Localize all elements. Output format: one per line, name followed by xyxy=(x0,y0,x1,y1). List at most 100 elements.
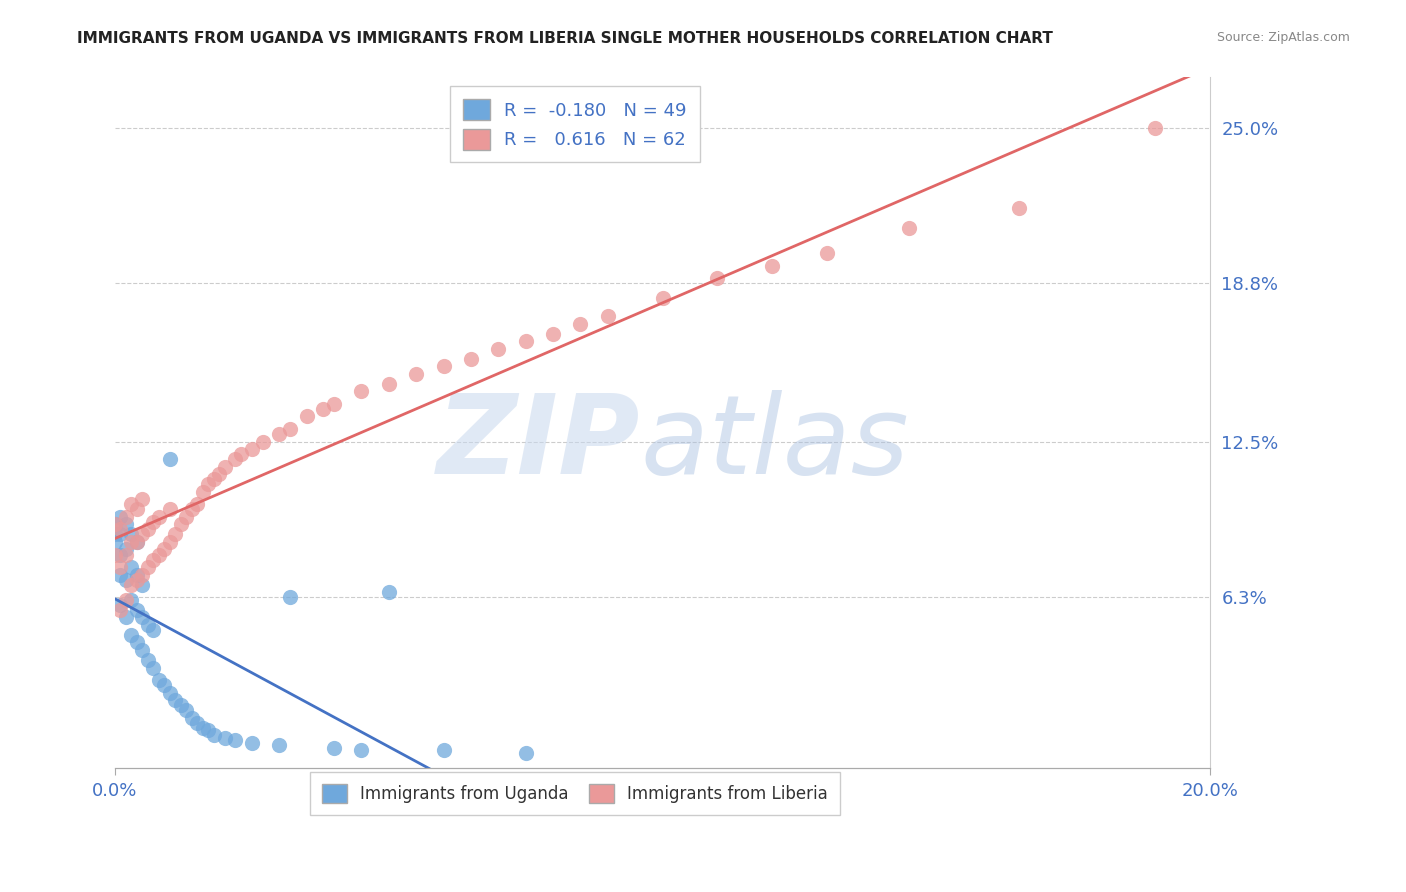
Point xyxy=(278,422,301,436)
Point xyxy=(104,548,127,562)
Point xyxy=(136,653,159,667)
Point xyxy=(180,711,202,725)
Point xyxy=(120,535,142,549)
Point xyxy=(350,743,373,757)
Text: Source: ZipAtlas.com: Source: ZipAtlas.com xyxy=(1216,31,1350,45)
Text: ZIP: ZIP xyxy=(437,390,641,497)
Point xyxy=(515,334,537,348)
Point xyxy=(153,678,176,692)
Point xyxy=(1144,120,1167,135)
Point xyxy=(378,585,401,599)
Point xyxy=(432,359,454,374)
Point xyxy=(131,567,153,582)
Point xyxy=(252,434,274,449)
Point xyxy=(131,577,153,591)
Point xyxy=(110,509,132,524)
Point xyxy=(120,560,142,574)
Point xyxy=(142,515,165,529)
Point xyxy=(110,527,132,541)
Point xyxy=(148,548,170,562)
Point xyxy=(110,560,132,574)
Point xyxy=(125,535,148,549)
Point xyxy=(131,643,153,657)
Point xyxy=(120,592,142,607)
Point xyxy=(323,740,346,755)
Point xyxy=(191,721,214,735)
Point xyxy=(120,577,142,591)
Point xyxy=(148,673,170,687)
Point xyxy=(815,246,838,260)
Point xyxy=(191,484,214,499)
Point xyxy=(104,535,127,549)
Point xyxy=(761,259,783,273)
Point xyxy=(125,635,148,649)
Point xyxy=(131,492,153,507)
Point xyxy=(323,397,346,411)
Point xyxy=(432,743,454,757)
Point xyxy=(569,317,592,331)
Point xyxy=(142,660,165,674)
Point xyxy=(515,746,537,760)
Point xyxy=(202,472,225,486)
Point xyxy=(651,292,673,306)
Point xyxy=(153,542,176,557)
Point xyxy=(115,610,138,624)
Point xyxy=(115,573,138,587)
Point xyxy=(136,560,159,574)
Point xyxy=(120,628,142,642)
Point xyxy=(159,535,181,549)
Point xyxy=(110,598,132,612)
Point xyxy=(186,715,208,730)
Point xyxy=(125,567,148,582)
Point xyxy=(312,401,335,416)
Point xyxy=(898,221,921,235)
Point xyxy=(115,592,138,607)
Point xyxy=(115,517,138,532)
Point xyxy=(159,452,181,467)
Point xyxy=(115,542,138,557)
Legend: Immigrants from Uganda, Immigrants from Liberia: Immigrants from Uganda, Immigrants from … xyxy=(311,772,839,815)
Point xyxy=(131,527,153,541)
Text: IMMIGRANTS FROM UGANDA VS IMMIGRANTS FROM LIBERIA SINGLE MOTHER HOUSEHOLDS CORRE: IMMIGRANTS FROM UGANDA VS IMMIGRANTS FRO… xyxy=(77,31,1053,46)
Point xyxy=(486,342,509,356)
Point xyxy=(269,739,291,753)
Point xyxy=(278,591,301,605)
Point xyxy=(136,523,159,537)
Point xyxy=(224,452,246,467)
Point xyxy=(165,527,187,541)
Point xyxy=(125,535,148,549)
Point xyxy=(125,603,148,617)
Point xyxy=(269,427,291,442)
Point xyxy=(115,509,138,524)
Point xyxy=(120,497,142,511)
Point xyxy=(120,527,142,541)
Point xyxy=(165,693,187,707)
Point xyxy=(110,603,132,617)
Point xyxy=(378,376,401,391)
Point xyxy=(159,502,181,516)
Point xyxy=(1007,201,1029,215)
Point xyxy=(174,509,197,524)
Point xyxy=(202,728,225,742)
Point xyxy=(125,502,148,516)
Point xyxy=(186,497,208,511)
Point xyxy=(197,723,219,738)
Point xyxy=(170,517,193,532)
Point xyxy=(104,527,127,541)
Point xyxy=(180,502,202,516)
Point xyxy=(170,698,193,713)
Point xyxy=(104,517,127,532)
Point xyxy=(240,736,263,750)
Point xyxy=(148,509,170,524)
Point xyxy=(295,409,318,424)
Point xyxy=(197,477,219,491)
Point xyxy=(174,703,197,717)
Point xyxy=(214,459,236,474)
Point xyxy=(110,523,132,537)
Point xyxy=(541,326,564,341)
Point xyxy=(706,271,728,285)
Point xyxy=(142,623,165,637)
Point xyxy=(350,384,373,399)
Point xyxy=(224,733,246,747)
Point xyxy=(136,617,159,632)
